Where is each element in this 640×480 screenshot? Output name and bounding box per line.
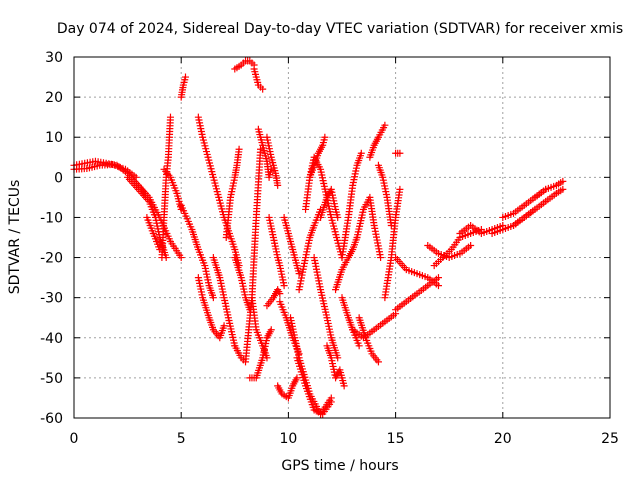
series-arc49 bbox=[456, 221, 507, 237]
series-arc18 bbox=[250, 65, 267, 93]
plus-marker bbox=[559, 177, 567, 185]
x-tick-label: 0 bbox=[70, 431, 79, 447]
y-tick-label: 0 bbox=[54, 170, 63, 186]
series-arc11 bbox=[194, 274, 228, 342]
x-tick-label: 5 bbox=[177, 431, 186, 447]
series-arc36 bbox=[338, 149, 365, 262]
series-arc52 bbox=[531, 177, 567, 201]
axis-ticks bbox=[73, 56, 611, 419]
x-tick-label: 15 bbox=[387, 431, 405, 447]
y-tick-label: -40 bbox=[40, 331, 63, 347]
x-tick-label: 10 bbox=[279, 431, 297, 447]
series-arc37 bbox=[338, 294, 363, 350]
data-marks bbox=[70, 57, 567, 418]
series-arc25 bbox=[276, 298, 303, 358]
plus-marker bbox=[340, 382, 348, 390]
x-axis-label: GPS time / hours bbox=[281, 458, 398, 474]
series-arc21 bbox=[263, 133, 282, 189]
plus-marker bbox=[327, 398, 335, 406]
series-arc14 bbox=[231, 254, 254, 314]
series-arc39 bbox=[355, 314, 382, 366]
plus-marker bbox=[334, 213, 342, 221]
series-arc26 bbox=[274, 374, 301, 402]
y-tick-label: 30 bbox=[45, 50, 63, 66]
plot-frame bbox=[73, 56, 611, 419]
series-arc28 bbox=[293, 354, 335, 418]
plus-marker bbox=[235, 145, 243, 153]
chart-title: Day 074 of 2024, Sidereal Day-to-day VTE… bbox=[57, 21, 623, 37]
series-arc53 bbox=[510, 185, 567, 229]
plus-marker bbox=[559, 185, 567, 193]
y-tick-label: -60 bbox=[40, 411, 63, 427]
y-tick-label: -20 bbox=[40, 251, 63, 267]
plus-marker bbox=[467, 242, 475, 250]
series-arc34 bbox=[323, 342, 348, 390]
plus-marker bbox=[374, 358, 382, 366]
y-tick-label: 20 bbox=[45, 90, 63, 106]
plus-marker bbox=[132, 173, 140, 181]
series-arc32 bbox=[310, 254, 342, 362]
series-arc22 bbox=[265, 213, 288, 290]
series-arc08 bbox=[177, 73, 189, 101]
series-arc42 bbox=[374, 161, 395, 229]
series-arc02 bbox=[70, 160, 140, 181]
y-tick-labels: 30 20 10 0 -10 -20 -30 -40 -50 -60 bbox=[40, 50, 63, 427]
x-tick-label: 25 bbox=[601, 431, 619, 447]
plus-marker bbox=[381, 121, 389, 129]
plus-marker bbox=[267, 326, 275, 334]
plus-marker bbox=[293, 374, 301, 382]
series-arc38 bbox=[353, 193, 385, 262]
plus-marker bbox=[396, 149, 404, 157]
x-tick-labels: 0 5 10 15 20 25 bbox=[70, 431, 619, 447]
plus-marker bbox=[377, 254, 385, 262]
plus-marker bbox=[434, 282, 442, 290]
plus-marker bbox=[334, 354, 342, 362]
y-tick-label: -50 bbox=[40, 371, 63, 387]
plus-marker bbox=[357, 149, 365, 157]
plus-marker bbox=[220, 322, 228, 330]
series-arc30 bbox=[295, 205, 325, 294]
plus-marker bbox=[434, 274, 442, 282]
series-arc13 bbox=[222, 145, 243, 241]
series-arc41 bbox=[349, 310, 400, 342]
series-arc44 bbox=[392, 149, 404, 157]
plus-marker bbox=[274, 181, 282, 189]
series-arc24 bbox=[280, 213, 303, 278]
series-arc15 bbox=[231, 57, 258, 73]
plus-marker bbox=[209, 294, 217, 302]
plus-marker bbox=[276, 290, 284, 298]
series-arc20 bbox=[246, 326, 275, 382]
plus-marker bbox=[181, 73, 189, 81]
plus-marker bbox=[355, 342, 363, 350]
series-arc46 bbox=[392, 274, 442, 314]
series-arc43 bbox=[381, 185, 404, 302]
series-arc23 bbox=[263, 286, 284, 310]
plus-marker bbox=[166, 113, 174, 121]
y-tick-label: -30 bbox=[40, 291, 63, 307]
series-arc31 bbox=[306, 133, 329, 181]
series-arc33 bbox=[317, 185, 342, 221]
plus-marker bbox=[259, 85, 267, 93]
y-axis-label: SDTVAR / TECUs bbox=[7, 180, 23, 295]
series-arc07 bbox=[160, 165, 185, 213]
plus-marker bbox=[177, 254, 185, 262]
plus-marker bbox=[280, 282, 288, 290]
y-tick-label: 10 bbox=[45, 130, 63, 146]
plus-marker bbox=[321, 133, 329, 141]
series-arc09 bbox=[177, 201, 217, 302]
y-tick-label: -10 bbox=[40, 210, 63, 226]
plus-marker bbox=[396, 185, 404, 193]
series-arc40 bbox=[366, 121, 389, 161]
x-tick-label: 20 bbox=[494, 431, 512, 447]
grid-lines bbox=[74, 57, 610, 418]
series-arc04 bbox=[134, 181, 185, 262]
series-arc17 bbox=[254, 125, 275, 181]
